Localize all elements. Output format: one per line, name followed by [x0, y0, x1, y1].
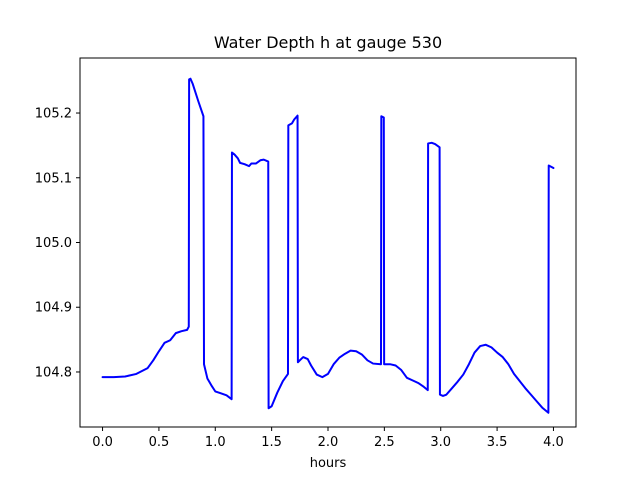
- y-tick-label: 104.8: [35, 365, 72, 380]
- x-axis-label: hours: [310, 456, 347, 471]
- x-tick-label: 1.0: [205, 435, 226, 450]
- x-tick-label: 4.0: [543, 435, 564, 450]
- series-line-0: [101, 77, 555, 414]
- y-tick-label: 105.0: [35, 236, 72, 251]
- plot-frame: [79, 57, 577, 428]
- x-tick-label: 3.0: [430, 435, 451, 450]
- x-tick-label: 3.5: [487, 435, 508, 450]
- chart-title: Water Depth h at gauge 530: [214, 33, 442, 52]
- y-tick-label: 104.9: [35, 301, 72, 316]
- x-tick-label: 2.0: [318, 435, 339, 450]
- plot-area: [101, 77, 555, 414]
- x-axis: 0.0 0.5 1.0 1.5 2.0 2.5 3.0 3.5 4.0: [92, 427, 564, 450]
- y-tick-label: 105.2: [35, 107, 72, 122]
- x-tick-label: 1.5: [261, 435, 282, 450]
- y-axis: 104.8 104.9 105.0 105.1 105.2: [35, 107, 80, 380]
- x-tick-label: 0.5: [149, 435, 170, 450]
- x-tick-label: 0.0: [92, 435, 113, 450]
- x-tick-label: 2.5: [374, 435, 395, 450]
- y-tick-label: 105.1: [35, 171, 72, 186]
